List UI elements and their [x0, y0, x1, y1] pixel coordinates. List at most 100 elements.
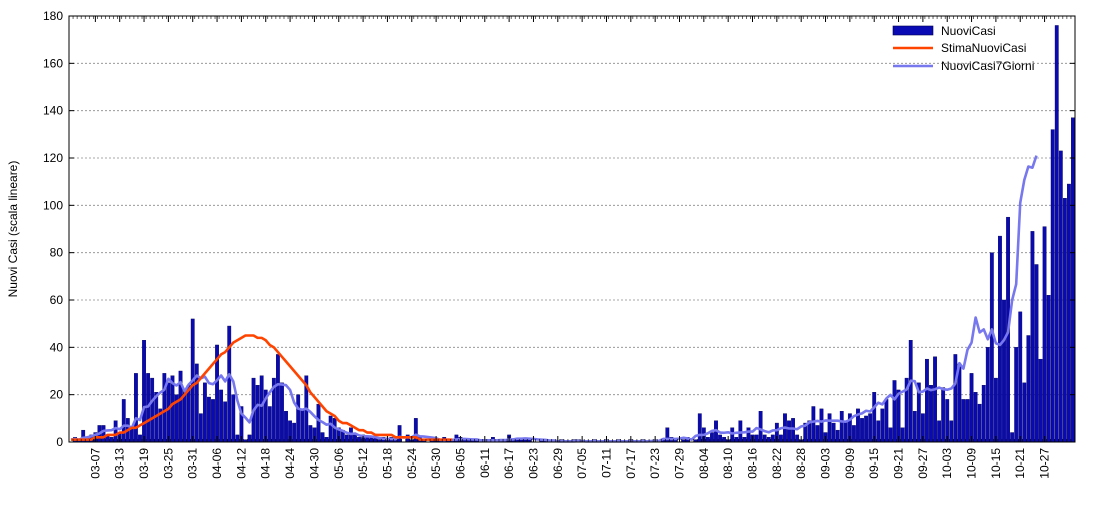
bar [198, 413, 203, 443]
bar [819, 408, 824, 443]
bar [1042, 226, 1047, 443]
x-tick-label: 10-27 [1038, 448, 1052, 479]
bar [989, 252, 994, 443]
x-tick-label: 03-07 [88, 448, 102, 479]
bar [1050, 129, 1055, 443]
bar [276, 354, 280, 443]
y-tick-label: 40 [50, 340, 64, 354]
bar [977, 403, 982, 443]
x-tick-label: 04-30 [307, 448, 321, 479]
grid-lines [69, 62, 1075, 396]
x-tick-label: 03-19 [137, 448, 151, 479]
bar [860, 418, 864, 443]
bar [718, 434, 722, 443]
bar [316, 403, 321, 443]
x-tick-label: 06-11 [478, 448, 492, 478]
bar [953, 354, 958, 443]
bar [113, 420, 118, 443]
bar [969, 373, 974, 443]
x-tick-label: 06-23 [526, 448, 540, 479]
x-tick-label: 03-13 [113, 448, 127, 479]
bar [835, 429, 840, 443]
x-tick-label: 08-22 [770, 448, 784, 479]
legend-swatch-nuovicasi [892, 25, 934, 36]
bar [231, 394, 236, 443]
bar [1067, 183, 1071, 443]
bar [730, 427, 735, 443]
x-tick-label: 07-29 [673, 448, 687, 479]
bar [941, 387, 946, 443]
bar [908, 340, 913, 443]
bar [896, 389, 901, 443]
bar [186, 385, 191, 443]
x-tick-label: 08-16 [746, 448, 760, 479]
bar [170, 375, 175, 443]
y-tick-label: 160 [43, 56, 63, 70]
y-tick-label: 120 [43, 151, 63, 165]
y-tick-label: 140 [43, 104, 63, 118]
bar [722, 437, 727, 443]
x-tick-label: 09-27 [916, 448, 930, 479]
bar [223, 401, 228, 443]
bar [255, 385, 260, 443]
x-tick-label: 09-15 [867, 448, 881, 479]
x-tick-label: 03-25 [161, 448, 175, 479]
bar [742, 437, 747, 443]
x-tick-label: 05-24 [405, 448, 419, 479]
bar [1038, 358, 1043, 443]
x-tick-label: 05-30 [429, 448, 443, 479]
x-tick-label: 06-17 [502, 448, 516, 479]
y-tick-label: 60 [50, 293, 64, 307]
bar [985, 347, 990, 443]
x-axis: 03-07 03-13 03-19 03-25 03-31 04-06 04-12 04-18… [68, 16, 1076, 479]
x-tick-label: 04-06 [210, 448, 224, 479]
bar [166, 382, 171, 443]
x-tick-label: 07-23 [648, 448, 662, 479]
bar [754, 434, 759, 443]
x-tick-label: 08-04 [697, 448, 711, 479]
bar [1054, 25, 1059, 443]
x-tick-label: 09-09 [843, 448, 857, 479]
bar [138, 434, 142, 443]
x-tick-label: 08-28 [794, 448, 808, 479]
line-nuovicasi7giorni [70, 155, 1038, 443]
bar [937, 420, 942, 443]
bar [1071, 117, 1075, 443]
bar [779, 434, 783, 443]
bar [1046, 295, 1051, 443]
bar [211, 399, 215, 443]
bar [839, 411, 844, 443]
bar [328, 415, 333, 443]
y-tick-label: 180 [43, 9, 63, 23]
bar [925, 358, 929, 443]
y-tick-label: 20 [50, 388, 64, 402]
bar [872, 392, 877, 443]
x-tick-label: 04-24 [283, 448, 297, 479]
bar [1022, 382, 1027, 443]
bar [811, 406, 816, 443]
bar [791, 418, 795, 443]
bar [134, 373, 138, 443]
bar [1062, 198, 1067, 443]
y-axis-title: Nuovi Casi (scala lineare) [6, 161, 20, 298]
bar [219, 389, 224, 443]
y-tick-label: 80 [50, 246, 64, 260]
bar [965, 399, 970, 443]
x-tick-label: 10-15 [989, 448, 1003, 479]
x-tick-label: 07-11 [599, 448, 613, 478]
bar [202, 382, 207, 443]
bar [746, 427, 751, 443]
x-tick-label: 10-21 [1013, 448, 1027, 479]
bar [1058, 150, 1063, 443]
bar [945, 399, 950, 443]
bar [973, 392, 978, 443]
bar [292, 422, 297, 443]
bar [397, 425, 402, 443]
bar [1030, 231, 1035, 443]
bar [332, 418, 337, 443]
bar [1002, 299, 1006, 443]
x-tick-label: 10-09 [965, 448, 979, 479]
bar [843, 420, 848, 443]
